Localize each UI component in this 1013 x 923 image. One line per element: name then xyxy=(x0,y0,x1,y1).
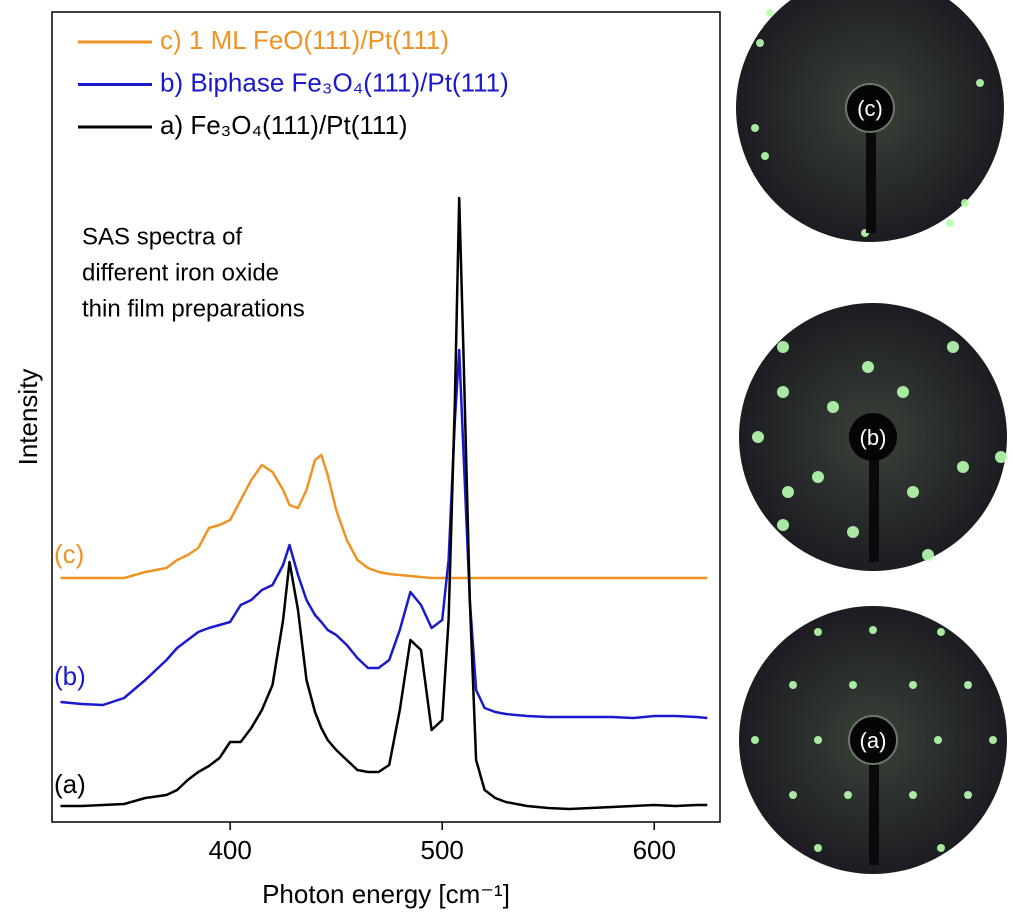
image-label: (a) xyxy=(860,728,887,753)
leed-spot xyxy=(814,844,822,852)
leed-spot xyxy=(937,844,945,852)
x-tick-label: 600 xyxy=(633,835,676,865)
x-tick-label: 500 xyxy=(421,835,464,865)
legend-label: a) Fe₃O₄(111)/Pt(111) xyxy=(160,110,408,140)
leed-spot xyxy=(862,361,874,373)
annotation: thin film preparations xyxy=(82,295,305,322)
leed-spot xyxy=(961,199,969,207)
spectrum-line xyxy=(60,196,708,811)
leed-spot xyxy=(814,628,822,636)
leed-spot xyxy=(756,39,764,47)
leed-spot xyxy=(814,736,822,744)
y-axis-title: Intensity xyxy=(13,369,43,466)
leed-spot xyxy=(844,791,852,799)
leed-spot xyxy=(751,736,759,744)
leed-spot xyxy=(989,736,997,744)
leed-spot xyxy=(777,519,789,531)
sample-holder xyxy=(869,452,879,562)
leed-spot xyxy=(812,471,824,483)
center-shadow xyxy=(848,715,898,765)
spectrum-line xyxy=(60,453,708,580)
leed-spot xyxy=(849,681,857,689)
leed-spot xyxy=(964,681,972,689)
leed-spot xyxy=(827,401,839,413)
leed-spot xyxy=(947,341,959,353)
sample-holder xyxy=(866,123,876,233)
leed-spot xyxy=(752,431,764,443)
image-label: (c) xyxy=(857,96,883,121)
leed-spot xyxy=(909,681,917,689)
leed-spot xyxy=(922,549,934,561)
leed-spot xyxy=(934,736,942,744)
x-tick-label: 400 xyxy=(208,835,251,865)
curve-label: (b) xyxy=(54,661,86,691)
curve-label: (a) xyxy=(54,769,86,799)
annotation: different iron oxide xyxy=(82,259,279,286)
leed-spot xyxy=(897,386,909,398)
leed-spot xyxy=(937,628,945,636)
leed-spot xyxy=(766,9,774,17)
x-axis-title: Photon energy [cm⁻¹] xyxy=(262,879,510,909)
sample-holder xyxy=(869,755,879,865)
center-shadow xyxy=(845,83,895,133)
leed-spot xyxy=(976,79,984,87)
leed-spot xyxy=(761,152,769,160)
leed-spot xyxy=(789,681,797,689)
curve-label: (c) xyxy=(54,539,84,569)
leed-spot xyxy=(777,341,789,353)
leed-spot xyxy=(869,626,877,634)
leed-spot xyxy=(995,451,1007,463)
leed-spot xyxy=(946,219,954,227)
leed-spot xyxy=(907,486,919,498)
leed-spot xyxy=(777,386,789,398)
spectrum-line xyxy=(60,348,708,720)
leed-spot xyxy=(964,791,972,799)
plot-frame xyxy=(51,11,721,823)
legend-label: b) Biphase Fe₃O₄(111)/Pt(111) xyxy=(160,67,509,97)
leed-spot xyxy=(909,791,917,799)
center-shadow xyxy=(849,413,897,461)
legend-label: c) 1 ML FeO(111)/Pt(111) xyxy=(160,25,449,55)
image-label: (b) xyxy=(860,425,887,450)
leed-spot xyxy=(782,486,794,498)
annotation: SAS spectra of xyxy=(82,223,242,250)
leed-spot xyxy=(789,791,797,799)
leed-spot xyxy=(847,526,859,538)
leed-spot xyxy=(751,124,759,132)
leed-spot xyxy=(957,461,969,473)
